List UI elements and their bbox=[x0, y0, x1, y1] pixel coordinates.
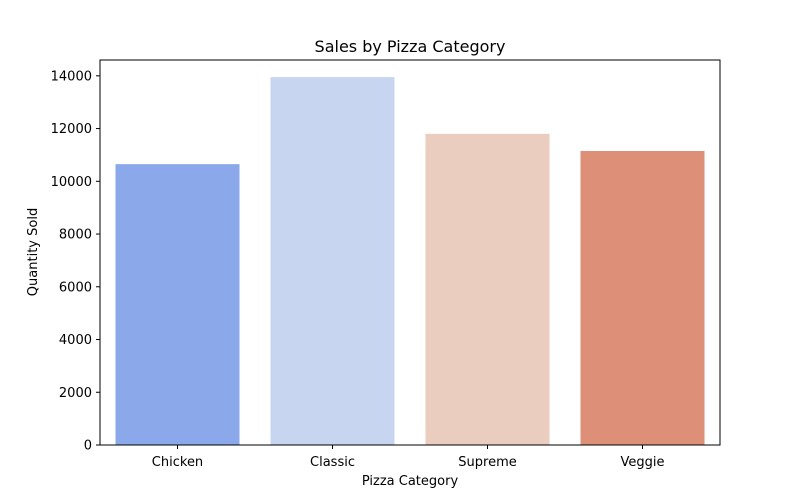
y-tick-label: 4000 bbox=[59, 333, 92, 348]
y-axis-label: Quantity Sold bbox=[26, 208, 41, 296]
y-tick-label: 14000 bbox=[51, 69, 92, 84]
bar-chicken bbox=[115, 164, 240, 446]
y-tick-label: 2000 bbox=[59, 386, 92, 401]
y-tick-label: 6000 bbox=[59, 280, 92, 295]
x-tick-label: Chicken bbox=[152, 455, 203, 470]
y-axis-ticks: 0 2000 4000 6000 8000 10000 12000 14000 bbox=[51, 69, 100, 454]
bar-classic bbox=[270, 77, 395, 445]
plot-frame bbox=[99, 59, 721, 446]
chart-title: Sales by Pizza Category bbox=[315, 37, 506, 56]
bars-group bbox=[115, 77, 705, 446]
x-tick-label: Veggie bbox=[621, 455, 665, 470]
bar-veggie bbox=[580, 150, 705, 446]
y-tick-label: 8000 bbox=[59, 228, 92, 243]
bar-supreme bbox=[425, 133, 550, 445]
x-axis-label: Pizza Category bbox=[362, 474, 459, 489]
x-axis-ticks: Chicken Classic Supreme Veggie bbox=[152, 445, 665, 470]
y-tick-label: 10000 bbox=[51, 175, 92, 190]
x-tick-label: Classic bbox=[310, 455, 355, 470]
x-tick-label: Supreme bbox=[458, 455, 516, 470]
y-tick-label: 12000 bbox=[51, 122, 92, 137]
y-tick-label: 0 bbox=[84, 439, 92, 454]
